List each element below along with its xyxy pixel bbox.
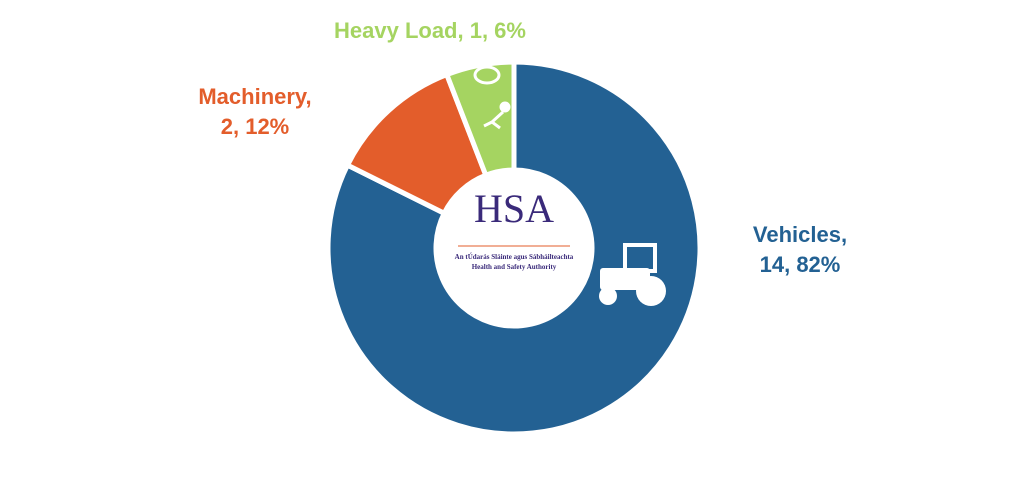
logo-line2: Health and Safety Authority — [472, 263, 557, 271]
slices — [325, 59, 703, 437]
slice — [443, 59, 517, 179]
data-label: Machinery, 2, 12% — [198, 84, 312, 139]
data-label: Heavy Load, 1, 6% — [334, 18, 526, 43]
tractor-icon — [599, 243, 666, 306]
heavy-load-icon — [473, 65, 511, 130]
slice — [325, 59, 703, 437]
slice — [344, 71, 490, 217]
logo-line1: An tÚdarás Sláinte agus Sábháilteachta — [455, 253, 574, 261]
data-label: Vehicles, 14, 82% — [752, 222, 848, 277]
logo-name: HSA — [474, 186, 554, 231]
